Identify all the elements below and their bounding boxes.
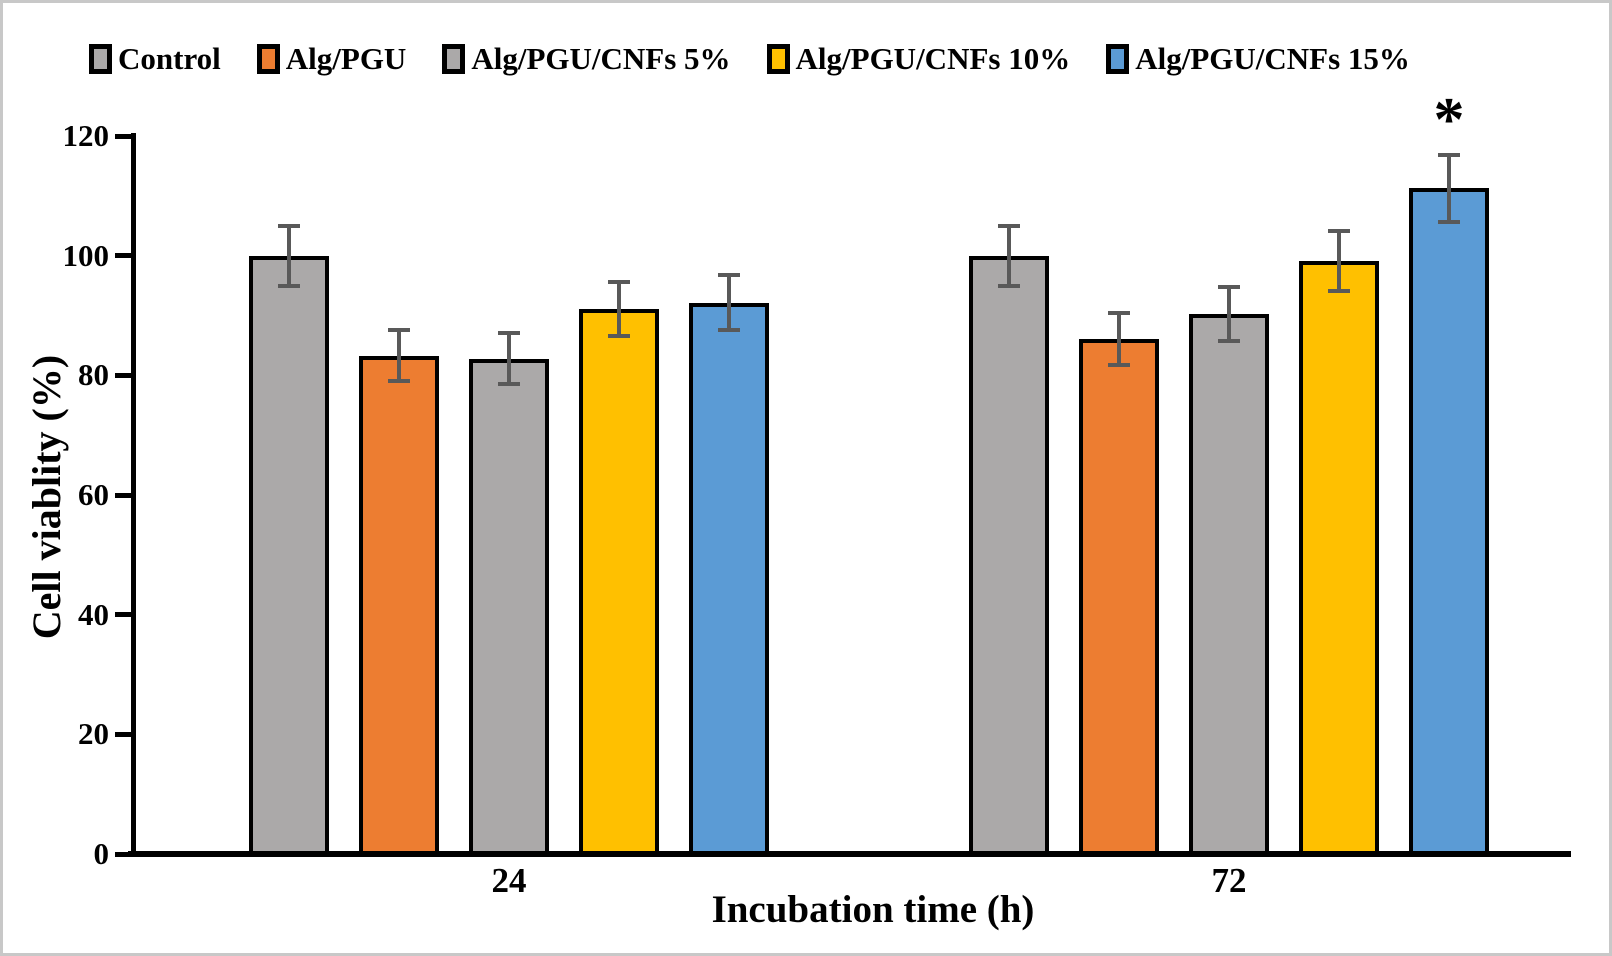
bar-alg-pgu-cnfs-5-72: [1189, 313, 1269, 855]
error-bar-alg-pgu-cnfs-10-24: [617, 281, 621, 336]
legend-item-alg-pgu-cnfs-10: Alg/PGU/CNFs 10%: [766, 41, 1071, 77]
legend-label: Alg/PGU/CNFs 15%: [1135, 41, 1410, 76]
y-tick-label-120: 120: [62, 118, 110, 153]
error-cap-bottom: [1218, 338, 1240, 343]
error-cap-bottom: [1108, 363, 1130, 368]
error-bar-alg-pgu-cnfs-15-24: [727, 275, 731, 331]
error-cap-top: [1108, 310, 1130, 315]
y-tick-label-60: 60: [78, 477, 109, 512]
y-tick-label-40: 40: [78, 596, 109, 632]
error-cap-top: [608, 279, 630, 284]
chart-legend: Control Alg/PGU Alg/PGU/CNFs 5% Alg/PGU/CNF…: [89, 41, 1410, 77]
bar-control-24: [249, 255, 329, 855]
legend-label: Control: [118, 41, 221, 76]
error-cap-top: [278, 223, 300, 228]
y-tick-60: [115, 492, 131, 498]
error-cap-bottom: [998, 283, 1020, 288]
legend-item-alg-pgu: Alg/PGU: [256, 41, 407, 77]
y-tick-40: [115, 612, 131, 618]
error-cap-bottom: [388, 378, 410, 383]
error-cap-bottom: [718, 328, 740, 333]
error-cap-top: [1218, 284, 1240, 289]
y-tick-label-100: 100: [62, 237, 110, 273]
y-tick-80: [115, 372, 131, 378]
bar-alg-pgu-24: [359, 355, 439, 855]
error-cap-top: [388, 328, 410, 333]
error-bar-control-72: [1007, 225, 1011, 286]
bar-alg-pgu-cnfs-10-24: [579, 308, 659, 855]
y-tick-label-20: 20: [78, 716, 109, 752]
legend-marker-icon: [89, 44, 112, 74]
error-bar-alg-pgu-cnfs-15-72: [1447, 154, 1451, 222]
x-category-label-72: 72: [1211, 861, 1247, 900]
legend-label: Alg/PGU/CNFs 5%: [471, 41, 731, 76]
y-tick-120: [115, 133, 131, 139]
legend-label: Alg/PGU/CNFs 10%: [795, 41, 1071, 76]
y-axis-line: [131, 133, 136, 857]
error-bar-alg-pgu-cnfs-5-24: [507, 333, 511, 384]
error-cap-top: [718, 273, 740, 278]
error-cap-top: [1438, 152, 1460, 157]
error-bar-alg-pgu-72: [1117, 312, 1121, 366]
significance-asterisk: *: [1433, 85, 1465, 154]
legend-marker-icon: [442, 44, 466, 74]
bar-alg-pgu-cnfs-10-72: [1299, 261, 1379, 855]
error-bar-alg-pgu-24: [397, 330, 401, 381]
legend-label: Alg/PGU: [285, 41, 407, 76]
bar-alg-pgu-cnfs-15-24: [689, 302, 769, 855]
error-cap-bottom: [1328, 288, 1350, 293]
bar-alg-pgu-72: [1079, 338, 1159, 855]
error-cap-top: [1328, 229, 1350, 234]
y-tick-label-80: 80: [78, 357, 109, 393]
bar-alg-pgu-cnfs-5-24: [469, 358, 549, 855]
x-axis-line: [128, 851, 1571, 857]
x-category-label-24: 24: [491, 861, 527, 900]
error-bar-alg-pgu-cnfs-5-72: [1227, 286, 1231, 341]
error-cap-top: [998, 223, 1020, 228]
legend-item-alg-pgu-cnfs-5: Alg/PGU/CNFs 5%: [442, 41, 731, 77]
y-tick-100: [115, 253, 131, 259]
legend-marker-icon: [766, 44, 790, 74]
y-tick-label-0: 0: [93, 836, 110, 871]
error-cap-bottom: [1438, 219, 1460, 224]
x-axis-title: Incubation time (h): [711, 888, 1035, 931]
legend-item-control: Control: [89, 41, 221, 77]
bar-alg-pgu-cnfs-15-72: [1409, 188, 1489, 855]
error-cap-top: [498, 331, 520, 336]
y-tick-0: [115, 851, 131, 857]
legend-item-alg-pgu-cnfs-15: Alg/PGU/CNFs 15%: [1106, 41, 1410, 77]
error-cap-bottom: [498, 381, 520, 386]
error-bar-alg-pgu-cnfs-10-72: [1337, 231, 1341, 291]
legend-marker-icon: [256, 44, 280, 74]
error-cap-bottom: [278, 283, 300, 288]
error-bar-control-24: [287, 225, 291, 286]
legend-marker-icon: [1106, 44, 1130, 74]
bar-control-72: [969, 255, 1049, 855]
error-cap-bottom: [608, 333, 630, 338]
y-tick-20: [115, 731, 131, 737]
